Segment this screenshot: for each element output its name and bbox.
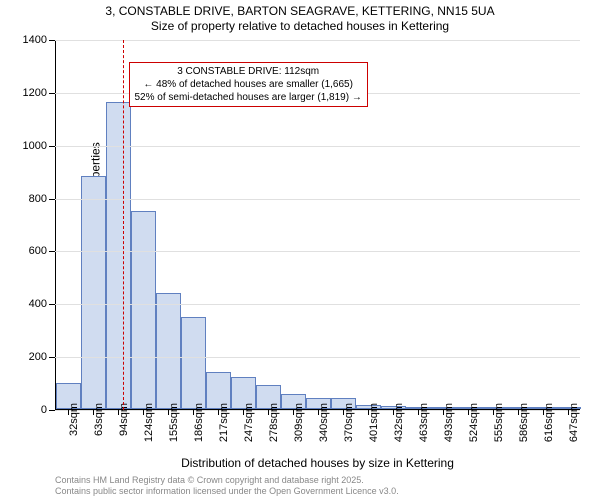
x-tick	[143, 410, 144, 415]
y-tick	[49, 146, 55, 147]
callout-line1: 3 CONSTABLE DRIVE: 112sqm	[135, 65, 362, 78]
x-tick	[93, 410, 94, 415]
y-tick-label: 1400	[7, 34, 47, 46]
x-tick	[118, 410, 119, 415]
y-tick	[49, 410, 55, 411]
y-tick	[49, 357, 55, 358]
y-tick-label: 1200	[7, 87, 47, 99]
histogram-bar	[156, 293, 181, 409]
x-tick-label: 186sqm	[193, 403, 205, 442]
footer-attribution: Contains HM Land Registry data © Crown c…	[55, 475, 399, 498]
x-tick	[293, 410, 294, 415]
y-tick-label: 0	[7, 404, 47, 416]
callout-box: 3 CONSTABLE DRIVE: 112sqm ← 48% of detac…	[129, 62, 368, 107]
x-tick	[468, 410, 469, 415]
x-tick	[193, 410, 194, 415]
histogram-bar	[181, 317, 206, 410]
chart-container: 3, CONSTABLE DRIVE, BARTON SEAGRAVE, KET…	[0, 0, 600, 500]
x-tick-label: 370sqm	[343, 403, 355, 442]
x-tick-label: 493sqm	[443, 403, 455, 442]
x-tick-label: 647sqm	[568, 403, 580, 442]
x-tick-label: 63sqm	[93, 403, 105, 436]
x-tick-label: 432sqm	[393, 403, 405, 442]
y-gridline	[55, 251, 580, 252]
x-tick-label: 555sqm	[493, 403, 505, 442]
x-tick-label: 124sqm	[143, 403, 155, 442]
x-tick	[218, 410, 219, 415]
x-tick-label: 463sqm	[418, 403, 430, 442]
x-tick-label: 247sqm	[243, 403, 255, 442]
x-tick-label: 401sqm	[368, 403, 380, 442]
x-tick-label: 278sqm	[268, 403, 280, 442]
y-tick-label: 400	[7, 298, 47, 310]
chart-title-line2: Size of property relative to detached ho…	[0, 19, 600, 33]
y-tick-label: 800	[7, 193, 47, 205]
x-tick	[393, 410, 394, 415]
y-tick	[49, 304, 55, 305]
y-gridline	[55, 199, 580, 200]
x-tick-label: 155sqm	[168, 403, 180, 442]
chart-title-line1: 3, CONSTABLE DRIVE, BARTON SEAGRAVE, KET…	[0, 4, 600, 18]
x-tick	[568, 410, 569, 415]
callout-line2: ← 48% of detached houses are smaller (1,…	[135, 78, 362, 91]
x-tick	[343, 410, 344, 415]
x-tick	[368, 410, 369, 415]
y-tick-label: 1000	[7, 140, 47, 152]
histogram-bar	[106, 102, 131, 409]
footer-line2: Contains public sector information licen…	[55, 486, 399, 498]
x-tick	[268, 410, 269, 415]
x-tick	[318, 410, 319, 415]
x-tick	[443, 410, 444, 415]
marker-line	[123, 40, 124, 410]
y-tick	[49, 251, 55, 252]
y-tick-label: 200	[7, 351, 47, 363]
x-axis-label: Distribution of detached houses by size …	[55, 456, 580, 470]
y-tick	[49, 93, 55, 94]
histogram-bar	[131, 211, 156, 409]
y-gridline	[55, 40, 580, 41]
x-tick-label: 309sqm	[293, 403, 305, 442]
y-gridline	[55, 357, 580, 358]
footer-line1: Contains HM Land Registry data © Crown c…	[55, 475, 399, 487]
x-tick	[168, 410, 169, 415]
y-tick-label: 600	[7, 245, 47, 257]
x-tick-label: 616sqm	[543, 403, 555, 442]
x-tick	[493, 410, 494, 415]
y-gridline	[55, 146, 580, 147]
histogram-bar	[81, 176, 106, 409]
x-tick-label: 524sqm	[468, 403, 480, 442]
x-tick	[518, 410, 519, 415]
y-gridline	[55, 304, 580, 305]
x-tick	[68, 410, 69, 415]
x-tick-label: 586sqm	[518, 403, 530, 442]
callout-line3: 52% of semi-detached houses are larger (…	[135, 91, 362, 104]
x-tick-label: 32sqm	[68, 403, 80, 436]
y-tick	[49, 199, 55, 200]
x-tick	[543, 410, 544, 415]
x-tick-label: 340sqm	[318, 403, 330, 442]
x-tick	[418, 410, 419, 415]
x-tick-label: 217sqm	[218, 403, 230, 442]
plot-area: Number of detached properties Distributi…	[55, 40, 580, 410]
y-tick	[49, 40, 55, 41]
x-tick	[243, 410, 244, 415]
